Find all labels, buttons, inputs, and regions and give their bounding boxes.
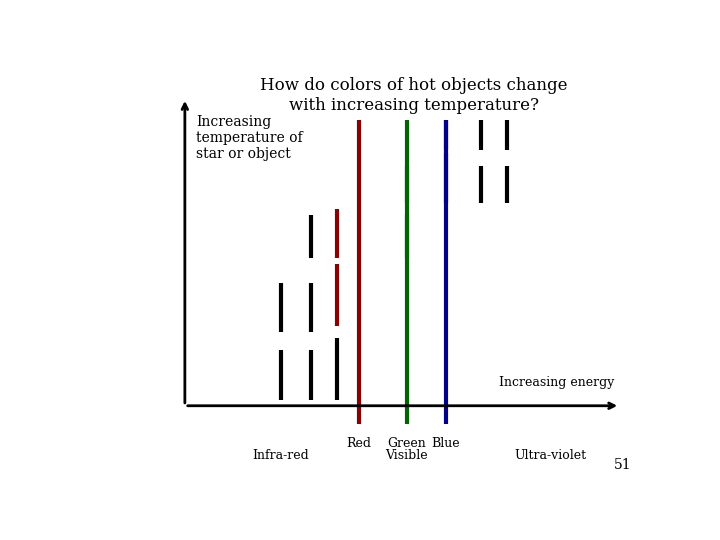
Text: Increasing
temperature of
star or object: Increasing temperature of star or object bbox=[196, 114, 302, 161]
Text: How do colors of hot objects change
with increasing temperature?: How do colors of hot objects change with… bbox=[260, 77, 567, 114]
Text: Increasing energy: Increasing energy bbox=[499, 376, 615, 389]
Text: Red: Red bbox=[346, 436, 372, 449]
Text: 51: 51 bbox=[613, 458, 631, 472]
Text: Infra-red: Infra-red bbox=[252, 449, 309, 462]
Text: Blue: Blue bbox=[432, 436, 460, 449]
Text: Visible: Visible bbox=[385, 449, 428, 462]
Text: Green: Green bbox=[387, 436, 426, 449]
Text: Ultra-violet: Ultra-violet bbox=[514, 449, 587, 462]
